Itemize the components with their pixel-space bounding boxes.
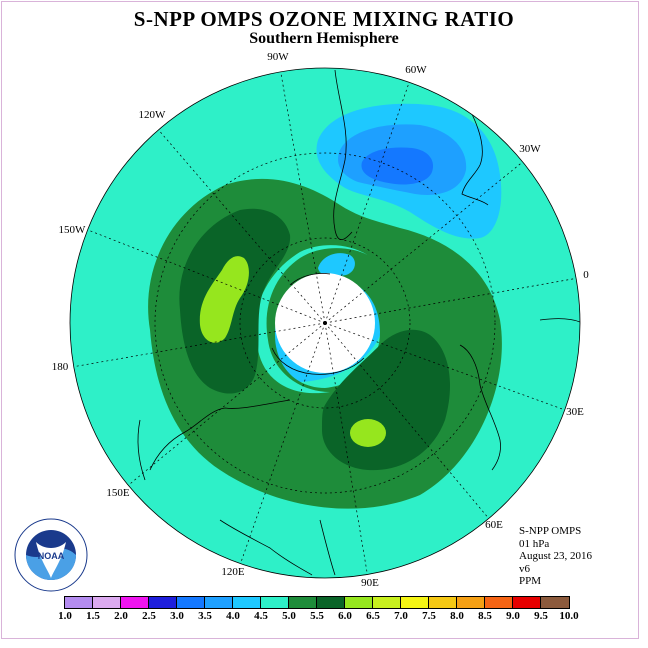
noaa-logo-icon: NOAA bbox=[14, 518, 88, 592]
colorbar-swatch bbox=[177, 597, 205, 608]
colorbar-swatch bbox=[317, 597, 345, 608]
info-date: August 23, 2016 bbox=[519, 550, 593, 562]
lon-label: 30E bbox=[566, 406, 584, 418]
info-instrument: S-NPP OMPS bbox=[519, 525, 582, 537]
ozone-region-6.0-6.5-east bbox=[350, 419, 386, 447]
lon-label: 180 bbox=[52, 361, 69, 373]
colorbar-swatch bbox=[289, 597, 317, 608]
colorbar-tick-label: 3.0 bbox=[170, 610, 184, 622]
colorbar bbox=[64, 596, 570, 609]
colorbar-tick-label: 4.0 bbox=[226, 610, 240, 622]
colorbar-tick-label: 6.5 bbox=[366, 610, 380, 622]
lon-label: 90W bbox=[267, 51, 289, 63]
lon-label: 120E bbox=[221, 566, 245, 578]
lon-label: 30W bbox=[519, 143, 541, 155]
map-boundary bbox=[69, 67, 581, 579]
colorbar-tick-label: 7.5 bbox=[422, 610, 436, 622]
map-subtitle: Southern Hemisphere bbox=[249, 30, 399, 47]
info-version: v6 bbox=[519, 562, 530, 575]
lon-label: 0 bbox=[583, 269, 589, 281]
colorbar-tick-label: 8.0 bbox=[450, 610, 464, 622]
logo-text: NOAA bbox=[38, 551, 65, 561]
colorbar-tick-label: 10.0 bbox=[559, 610, 579, 622]
lon-label: 60W bbox=[405, 64, 427, 76]
colorbar-tick-label: 7.0 bbox=[394, 610, 408, 622]
colorbar-swatch bbox=[149, 597, 177, 608]
colorbar-swatch bbox=[205, 597, 233, 608]
colorbar-swatch bbox=[457, 597, 485, 608]
meridian bbox=[279, 68, 326, 324]
meridian bbox=[324, 159, 526, 324]
south-pole-marker bbox=[323, 321, 327, 325]
colorbar-tick-label: 8.5 bbox=[478, 610, 492, 622]
colorbar-swatch bbox=[429, 597, 457, 608]
colorbar-swatch bbox=[373, 597, 401, 608]
latitude-circle bbox=[239, 237, 411, 409]
meridian bbox=[324, 322, 369, 578]
lon-label: 120W bbox=[139, 109, 167, 121]
ozone-region-6.0-6.5-west bbox=[199, 256, 249, 343]
latitude-circle bbox=[154, 152, 496, 494]
colorbar-tick-label: 6.0 bbox=[338, 610, 352, 622]
colorbar-swatch bbox=[121, 597, 149, 608]
meridian bbox=[124, 322, 326, 489]
colorbar-tick-label: 9.0 bbox=[506, 610, 520, 622]
colorbar-tick-label: 9.5 bbox=[534, 610, 548, 622]
colorbar-swatch bbox=[233, 597, 261, 608]
colorbar-swatch bbox=[65, 597, 93, 608]
colorbar-tick-label: 4.5 bbox=[254, 610, 268, 622]
colorbar-swatch bbox=[541, 597, 569, 608]
colorbar-tick-label: 3.5 bbox=[198, 610, 212, 622]
colorbar-tick-label: 5.5 bbox=[310, 610, 324, 622]
colorbar-swatch bbox=[401, 597, 429, 608]
graticule bbox=[71, 68, 579, 578]
colorbar-swatch bbox=[513, 597, 541, 608]
colorbar-tick-label: 1.0 bbox=[58, 610, 72, 622]
figure-frame bbox=[1, 1, 639, 639]
ozone-field bbox=[70, 68, 580, 578]
info-pressure: 01 hPa bbox=[519, 537, 550, 550]
lon-label: 60E bbox=[485, 519, 503, 531]
colorbar-tick-label: 2.5 bbox=[142, 610, 156, 622]
ozone-region-4.0-4.5-patch bbox=[318, 253, 355, 277]
colorbar-swatch bbox=[261, 597, 289, 608]
lon-label: 150E bbox=[106, 487, 130, 499]
colorbar-tick-label: 1.5 bbox=[86, 610, 100, 622]
colorbar-tick-label: 2.0 bbox=[114, 610, 128, 622]
lon-label: 90E bbox=[361, 577, 379, 589]
product-info: S-NPP OMPS 01 hPa August 23, 2016 v6 PPM bbox=[519, 525, 592, 588]
colorbar-swatch bbox=[485, 597, 513, 608]
ozone-region-3.0-3.5 bbox=[361, 147, 434, 185]
colorbar-swatch bbox=[345, 597, 373, 608]
colorbar-tick-label: 5.0 bbox=[282, 610, 296, 622]
lon-label: 150W bbox=[59, 224, 87, 236]
map-title: S-NPP OMPS OZONE MIXING RATIO bbox=[133, 7, 515, 31]
colorbar-swatch bbox=[93, 597, 121, 608]
info-units: PPM bbox=[519, 575, 542, 587]
